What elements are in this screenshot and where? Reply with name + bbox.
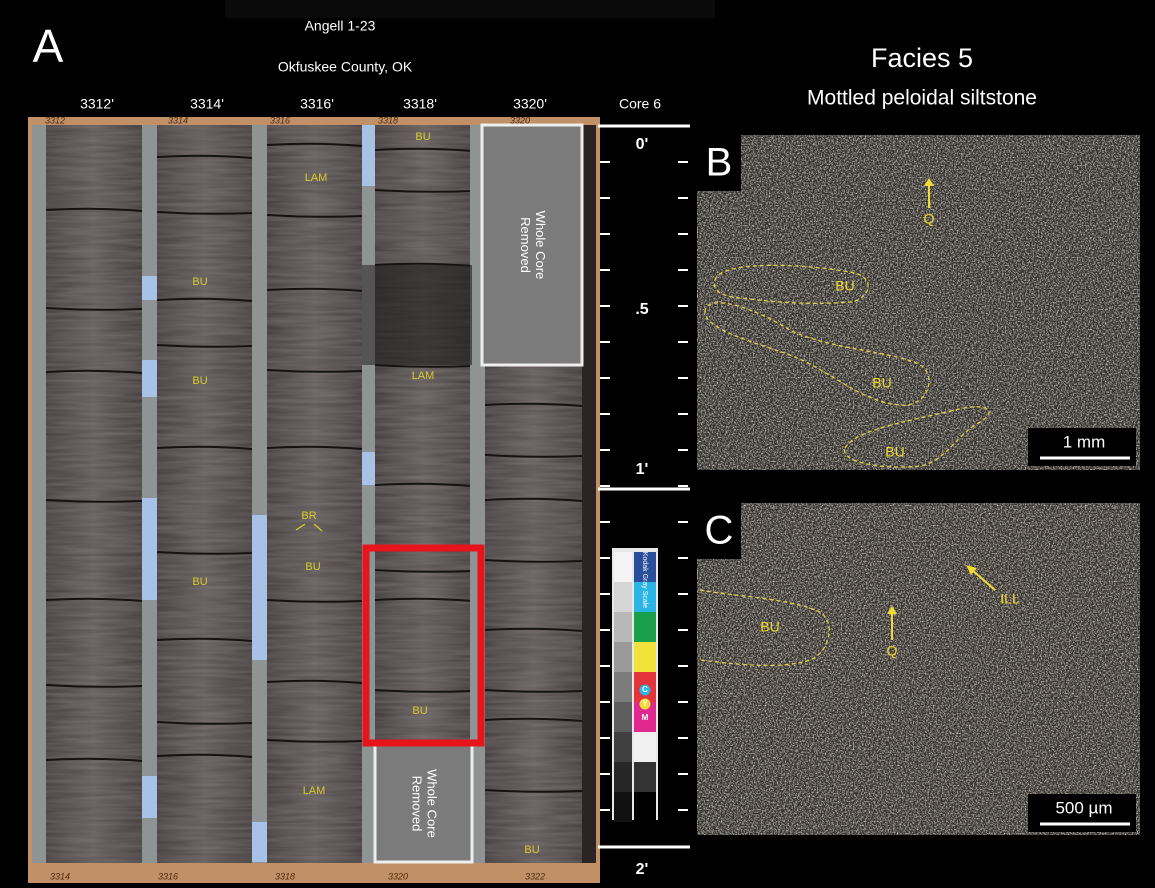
depth-label: 3320' [513, 96, 547, 112]
card-letter: M [642, 713, 649, 722]
facies-title: Facies 5 [871, 43, 973, 73]
box-tag: 3314 [50, 871, 70, 881]
box-tag: 3312 [45, 115, 65, 125]
removed-label: Removed [410, 776, 425, 832]
thin-section-label: BU [872, 375, 891, 391]
panel-letter: C [705, 509, 734, 553]
core-label: Core 6 [619, 96, 661, 112]
color-card: Kodak Gray Scale CYM [612, 548, 658, 822]
core-annotation: BU [305, 561, 320, 573]
color-swatch [634, 612, 656, 642]
core-annotation: BU [192, 375, 207, 387]
strip-marker [142, 498, 157, 600]
removed-label: Whole Core [533, 211, 548, 280]
gray-swatch [614, 552, 632, 582]
cores [32, 125, 582, 863]
thin-section-label: BU [835, 278, 854, 294]
gray-swatch [614, 732, 632, 762]
core-annotation: BU [524, 844, 539, 856]
core-strip [32, 125, 46, 863]
thin-section-label: ILL [1000, 591, 1020, 607]
box-tag: 3318 [275, 871, 295, 881]
box-tag: 3316 [270, 115, 290, 125]
core-texture [267, 125, 362, 863]
box-tag: 3322 [525, 871, 545, 881]
gray-swatch [614, 582, 632, 612]
gray-swatch [614, 792, 632, 822]
figure: A Angell 1-23 Okfuskee County, OK Core 6… [0, 0, 1155, 888]
core-annotation: LAM [303, 785, 326, 797]
depth-label: 3316' [300, 96, 334, 112]
gray-swatch [614, 672, 632, 702]
thin-section-label: BU [885, 444, 904, 460]
core-strip [362, 125, 375, 863]
thin-section-label: Q [887, 643, 898, 659]
core-texture [157, 125, 252, 863]
gray-swatch [614, 762, 632, 792]
scale-bar-label: 1 mm [1063, 432, 1106, 451]
location: Okfuskee County, OK [278, 59, 413, 75]
color-swatch [634, 642, 656, 672]
core-annotation: BU [415, 131, 430, 143]
card-letter: Y [642, 699, 648, 708]
core-annotation: LAM [412, 370, 435, 382]
box-tag: 3320 [510, 115, 530, 125]
scale-label: 1' [636, 461, 649, 478]
well-name: Angell 1-23 [305, 18, 376, 34]
removed-label: Whole Core [425, 769, 440, 838]
box-tag: 3316 [158, 871, 178, 881]
strip-marker [362, 452, 375, 485]
core-strip [142, 125, 157, 863]
card-letter: C [642, 685, 648, 694]
strip-marker [362, 265, 375, 365]
depth-label: 3318' [403, 96, 437, 112]
thin-section-label: Q [924, 211, 935, 227]
core-dark-zone [375, 265, 472, 365]
box-tag: 3318 [378, 115, 398, 125]
scale-bar-label: 500 µm [1055, 798, 1112, 817]
core-strip [252, 125, 267, 863]
gray-swatch [614, 642, 632, 672]
removed-label: Removed [518, 217, 533, 273]
scale-label: 2' [636, 861, 649, 878]
strip-marker [252, 515, 267, 660]
scale-label: 0' [636, 136, 649, 153]
strip-marker [142, 276, 157, 300]
core-annotation: BR [301, 510, 316, 522]
gray-swatch [614, 702, 632, 732]
core-texture [46, 125, 142, 863]
micrograph-grain [697, 135, 1140, 470]
thin-section-b: B 1 mm [697, 135, 1140, 470]
depth-label: 3314' [190, 96, 224, 112]
header-band [225, 0, 715, 18]
strip-marker [142, 776, 157, 818]
color-swatch [634, 792, 656, 822]
facies-subtitle: Mottled peloidal siltstone [807, 87, 1037, 110]
card-title: Kodak Gray Scale [641, 552, 648, 609]
box-tag: 3314 [168, 115, 188, 125]
strip-marker [142, 360, 157, 397]
panel-letter: B [706, 141, 733, 185]
core-annotation: LAM [305, 172, 328, 184]
core-annotation: BU [192, 576, 207, 588]
core-annotation: BU [412, 705, 427, 717]
micrograph-grain [697, 503, 1140, 835]
panel-letter: A [33, 20, 64, 72]
depth-label: 3312' [80, 96, 114, 112]
color-swatch [634, 732, 656, 762]
thin-section-label: BU [760, 619, 779, 635]
box-tag: 3320 [388, 871, 408, 881]
thin-section-c: C 500 µm [697, 503, 1140, 835]
color-swatch [634, 762, 656, 792]
gray-swatch [614, 612, 632, 642]
strip-marker [362, 125, 375, 186]
core-annotation: BU [192, 276, 207, 288]
strip-marker [252, 822, 267, 862]
scale-label: .5 [635, 301, 648, 318]
